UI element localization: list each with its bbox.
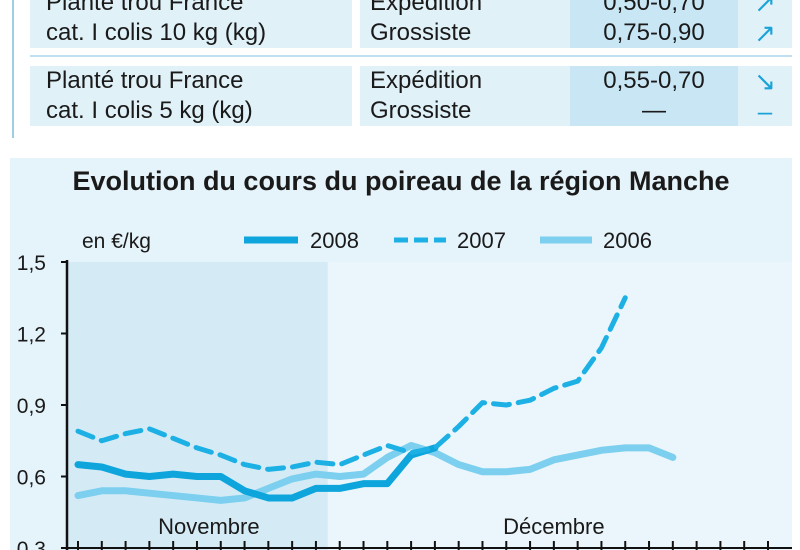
trend-up-icon: ↗	[754, 18, 776, 48]
plot-band-november	[67, 262, 328, 550]
plot-band-december	[327, 262, 792, 550]
product-cell: Planté trou France cat. I colis 5 kg (kg…	[30, 66, 352, 126]
series-line-2007	[75, 295, 628, 472]
stage-cell: Expédition Grossiste	[360, 66, 570, 126]
table-row: Planté trou France cat. I colis 5 kg (kg…	[22, 66, 792, 126]
product-detail: cat. I colis 5 kg (kg)	[46, 97, 253, 124]
chart-title: Evolution du cours du poireau de la régi…	[72, 166, 730, 196]
y-axis-unit-label: en €/kg	[82, 230, 151, 253]
y-tick-label: 1,5	[17, 252, 46, 275]
stage-cell: Expédition Grossiste	[360, 0, 570, 48]
product-cell: Planté trou France cat. I colis 10 kg (k…	[30, 0, 352, 48]
trend-down-icon: ↘	[754, 66, 776, 96]
stage-wholesaler: Grossiste	[370, 97, 472, 124]
price-wholesaler: —	[642, 97, 666, 124]
product-name: Planté trou France	[46, 0, 244, 16]
stage-shipping: Expédition	[370, 67, 483, 94]
price-wholesaler: 0,75-0,90	[603, 19, 705, 46]
price-table: Planté trou France cat. I colis 10 kg (k…	[0, 0, 800, 140]
price-shipping: 0,55-0,70	[603, 67, 705, 94]
legend-label-2008: 2008	[310, 228, 359, 253]
month-label: Novembre	[158, 514, 259, 539]
trend-up-icon: ↗	[754, 0, 776, 18]
trend-cell: ↘ –	[738, 66, 792, 126]
product-name: Planté trou France	[46, 67, 244, 94]
price-shipping: 0,50-0,70	[603, 0, 705, 16]
trend-cell: ↗ ↗	[738, 0, 792, 48]
y-tick-label: 0,6	[17, 467, 46, 490]
series-line-2008	[74, 444, 439, 502]
y-tick-label: 0,9	[17, 395, 46, 418]
y-tick-label: 0,3	[17, 538, 46, 550]
legend-label-2006: 2006	[603, 228, 652, 253]
month-label: Décembre	[503, 514, 604, 539]
stage-shipping: Expédition	[370, 0, 483, 16]
table-row-divider	[30, 55, 792, 57]
stage-wholesaler: Grossiste	[370, 19, 472, 46]
price-cell: 0,50-0,70 0,75-0,90	[570, 0, 738, 48]
trend-flat-icon: –	[757, 96, 773, 126]
legend-label-2007: 2007	[457, 228, 506, 253]
table-row: Planté trou France cat. I colis 10 kg (k…	[22, 0, 792, 48]
table-left-border	[12, 0, 14, 138]
product-detail: cat. I colis 10 kg (kg)	[46, 19, 267, 46]
series-line-2006	[74, 442, 677, 504]
y-tick-label: 1,2	[17, 324, 46, 347]
price-cell: 0,55-0,70 —	[570, 66, 738, 126]
